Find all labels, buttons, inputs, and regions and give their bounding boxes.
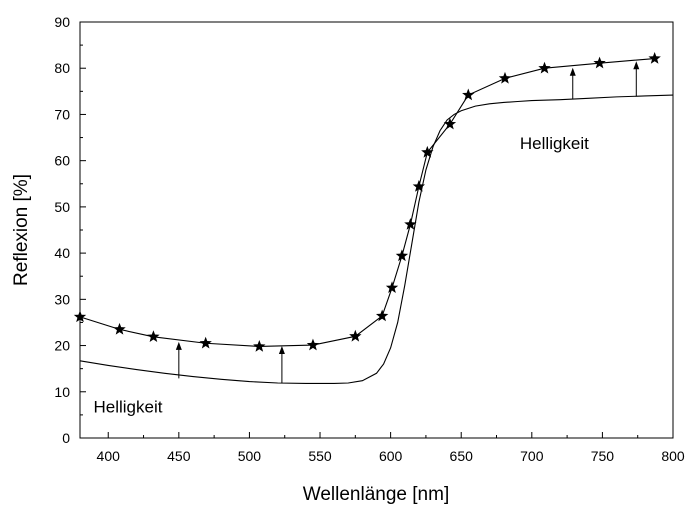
star-marker <box>538 61 551 74</box>
arrow-layer <box>175 61 640 383</box>
x-axis-title: Wellenlänge [nm] <box>303 484 449 505</box>
x-tick-label: 400 <box>97 448 121 464</box>
y-tick-label: 70 <box>54 106 70 122</box>
star-marker <box>375 309 389 322</box>
star-marker <box>421 145 434 158</box>
annotation-label: Helligkeit <box>520 134 589 153</box>
series-layer <box>79 57 674 385</box>
star-marker <box>306 338 320 351</box>
star-marker <box>395 249 409 262</box>
y-tick-label: 50 <box>54 199 70 215</box>
y-axis-title: Reflexion [%] <box>11 174 32 286</box>
star-marker <box>498 71 512 84</box>
star-marker <box>253 339 266 352</box>
y-tick-label: 90 <box>54 14 70 30</box>
x-tick-label: 450 <box>167 448 191 464</box>
annotation-layer: Helligkeit Helligkeit <box>94 134 590 416</box>
y-tick-label: 60 <box>54 153 70 169</box>
star-marker <box>113 322 126 335</box>
x-axis-ticks: 400 450 500 550 600 650 700 750 800 <box>97 432 685 464</box>
star-marker <box>199 336 212 349</box>
star-marker <box>593 56 606 69</box>
arrow-head <box>633 61 640 70</box>
plot-frame <box>79 21 674 439</box>
star-marker <box>147 330 160 343</box>
star-marker <box>349 329 362 342</box>
series-line-1 <box>79 94 674 385</box>
annotation-label: Helligkeit <box>94 398 163 417</box>
star-marker <box>443 117 457 130</box>
star-marker <box>648 52 661 64</box>
star-marker <box>385 281 399 294</box>
marker-layer <box>73 52 661 352</box>
series-line-2 <box>79 57 655 348</box>
x-tick-label: 500 <box>238 448 262 464</box>
arrow-head <box>278 346 285 355</box>
x-tick-label: 600 <box>379 448 403 464</box>
star-marker <box>462 88 475 101</box>
arrow-head <box>175 341 182 350</box>
y-axis-ticks: 0 10 20 30 40 50 60 70 80 90 <box>54 14 86 446</box>
star-marker <box>412 180 426 192</box>
y-tick-label: 30 <box>54 291 70 307</box>
x-tick-label: 700 <box>520 448 544 464</box>
y-tick-label: 10 <box>54 384 70 400</box>
y-tick-label: 40 <box>54 245 70 261</box>
x-tick-label: 650 <box>450 448 474 464</box>
x-tick-label: 750 <box>591 448 615 464</box>
x-tick-label: 550 <box>308 448 332 464</box>
x-tick-label: 800 <box>661 448 685 464</box>
arrow-head <box>569 67 576 76</box>
y-tick-label: 0 <box>62 430 70 446</box>
y-tick-label: 20 <box>54 338 70 354</box>
star-marker <box>404 217 417 230</box>
star-marker <box>73 310 87 323</box>
y-tick-label: 80 <box>54 60 70 76</box>
